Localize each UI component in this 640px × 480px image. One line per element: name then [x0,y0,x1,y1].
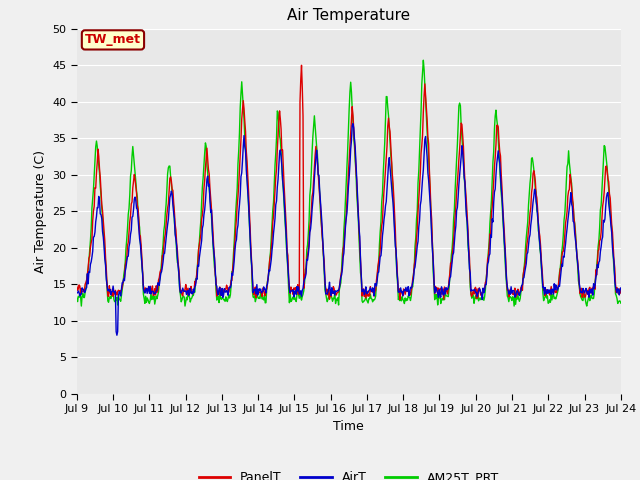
Text: TW_met: TW_met [85,34,141,47]
PanelT [139,269,147,275]
AirT [617,285,625,291]
AM25T_PRT [416,146,424,152]
PanelT [194,261,202,266]
AirT [433,286,440,291]
AirT [83,285,90,290]
AM25T_PRT [77,303,85,309]
AM25T_PRT [617,300,625,306]
X-axis label: Time: Time [333,420,364,432]
AirT [195,264,202,269]
AM25T_PRT [73,296,81,301]
AM25T_PRT [223,299,231,304]
PanelT [73,283,81,289]
Y-axis label: Air Temperature (C): Air Temperature (C) [34,150,47,273]
AirT [417,202,424,208]
PanelT [417,170,424,176]
PanelT [298,62,305,68]
Line: AirT: AirT [77,124,621,335]
PanelT [617,290,625,296]
Line: PanelT: PanelT [77,65,621,300]
Line: AM25T_PRT: AM25T_PRT [77,60,621,306]
AirT [73,290,81,296]
AM25T_PRT [433,296,440,301]
AirT [349,121,357,127]
AirT [140,286,147,291]
PanelT [433,286,440,291]
PanelT [396,297,404,302]
PanelT [83,277,90,283]
AirT [223,289,231,295]
PanelT [223,282,230,288]
Title: Air Temperature: Air Temperature [287,9,410,24]
Legend: PanelT, AirT, AM25T_PRT: PanelT, AirT, AM25T_PRT [194,467,504,480]
AM25T_PRT [140,291,147,297]
AirT [113,332,121,338]
AM25T_PRT [195,246,202,252]
AM25T_PRT [84,272,92,278]
AM25T_PRT [419,57,427,63]
